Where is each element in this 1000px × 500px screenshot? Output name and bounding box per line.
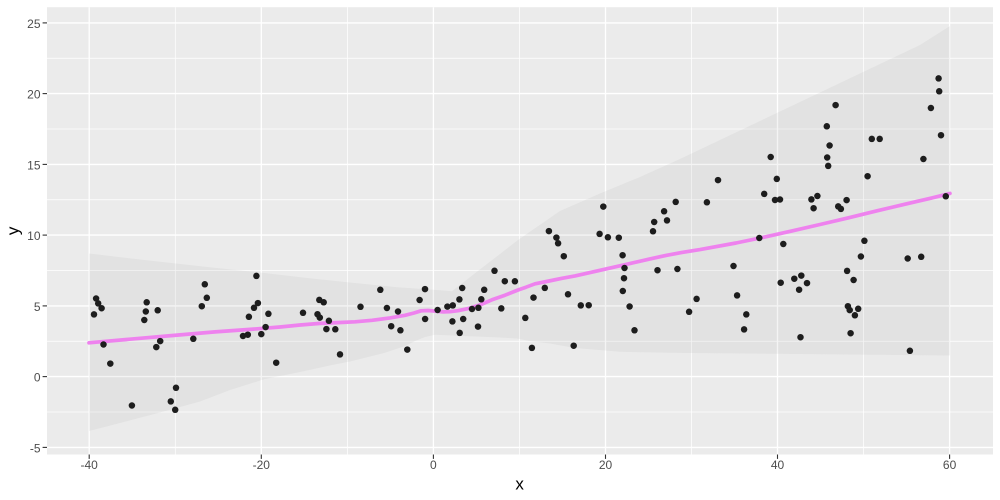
svg-text:-20: -20 [253,458,271,472]
svg-text:15: 15 [27,158,41,172]
svg-text:5: 5 [34,300,41,314]
svg-text:10: 10 [27,229,41,243]
svg-text:20: 20 [27,88,41,102]
svg-text:25: 25 [27,17,41,31]
svg-text:0: 0 [430,458,437,472]
svg-text:x: x [515,475,524,494]
svg-text:20: 20 [599,458,613,472]
svg-text:y: y [4,226,23,235]
svg-text:-5: -5 [30,441,41,455]
svg-text:-40: -40 [81,458,99,472]
svg-text:40: 40 [771,458,785,472]
svg-text:60: 60 [943,458,957,472]
svg-text:0: 0 [34,371,41,385]
